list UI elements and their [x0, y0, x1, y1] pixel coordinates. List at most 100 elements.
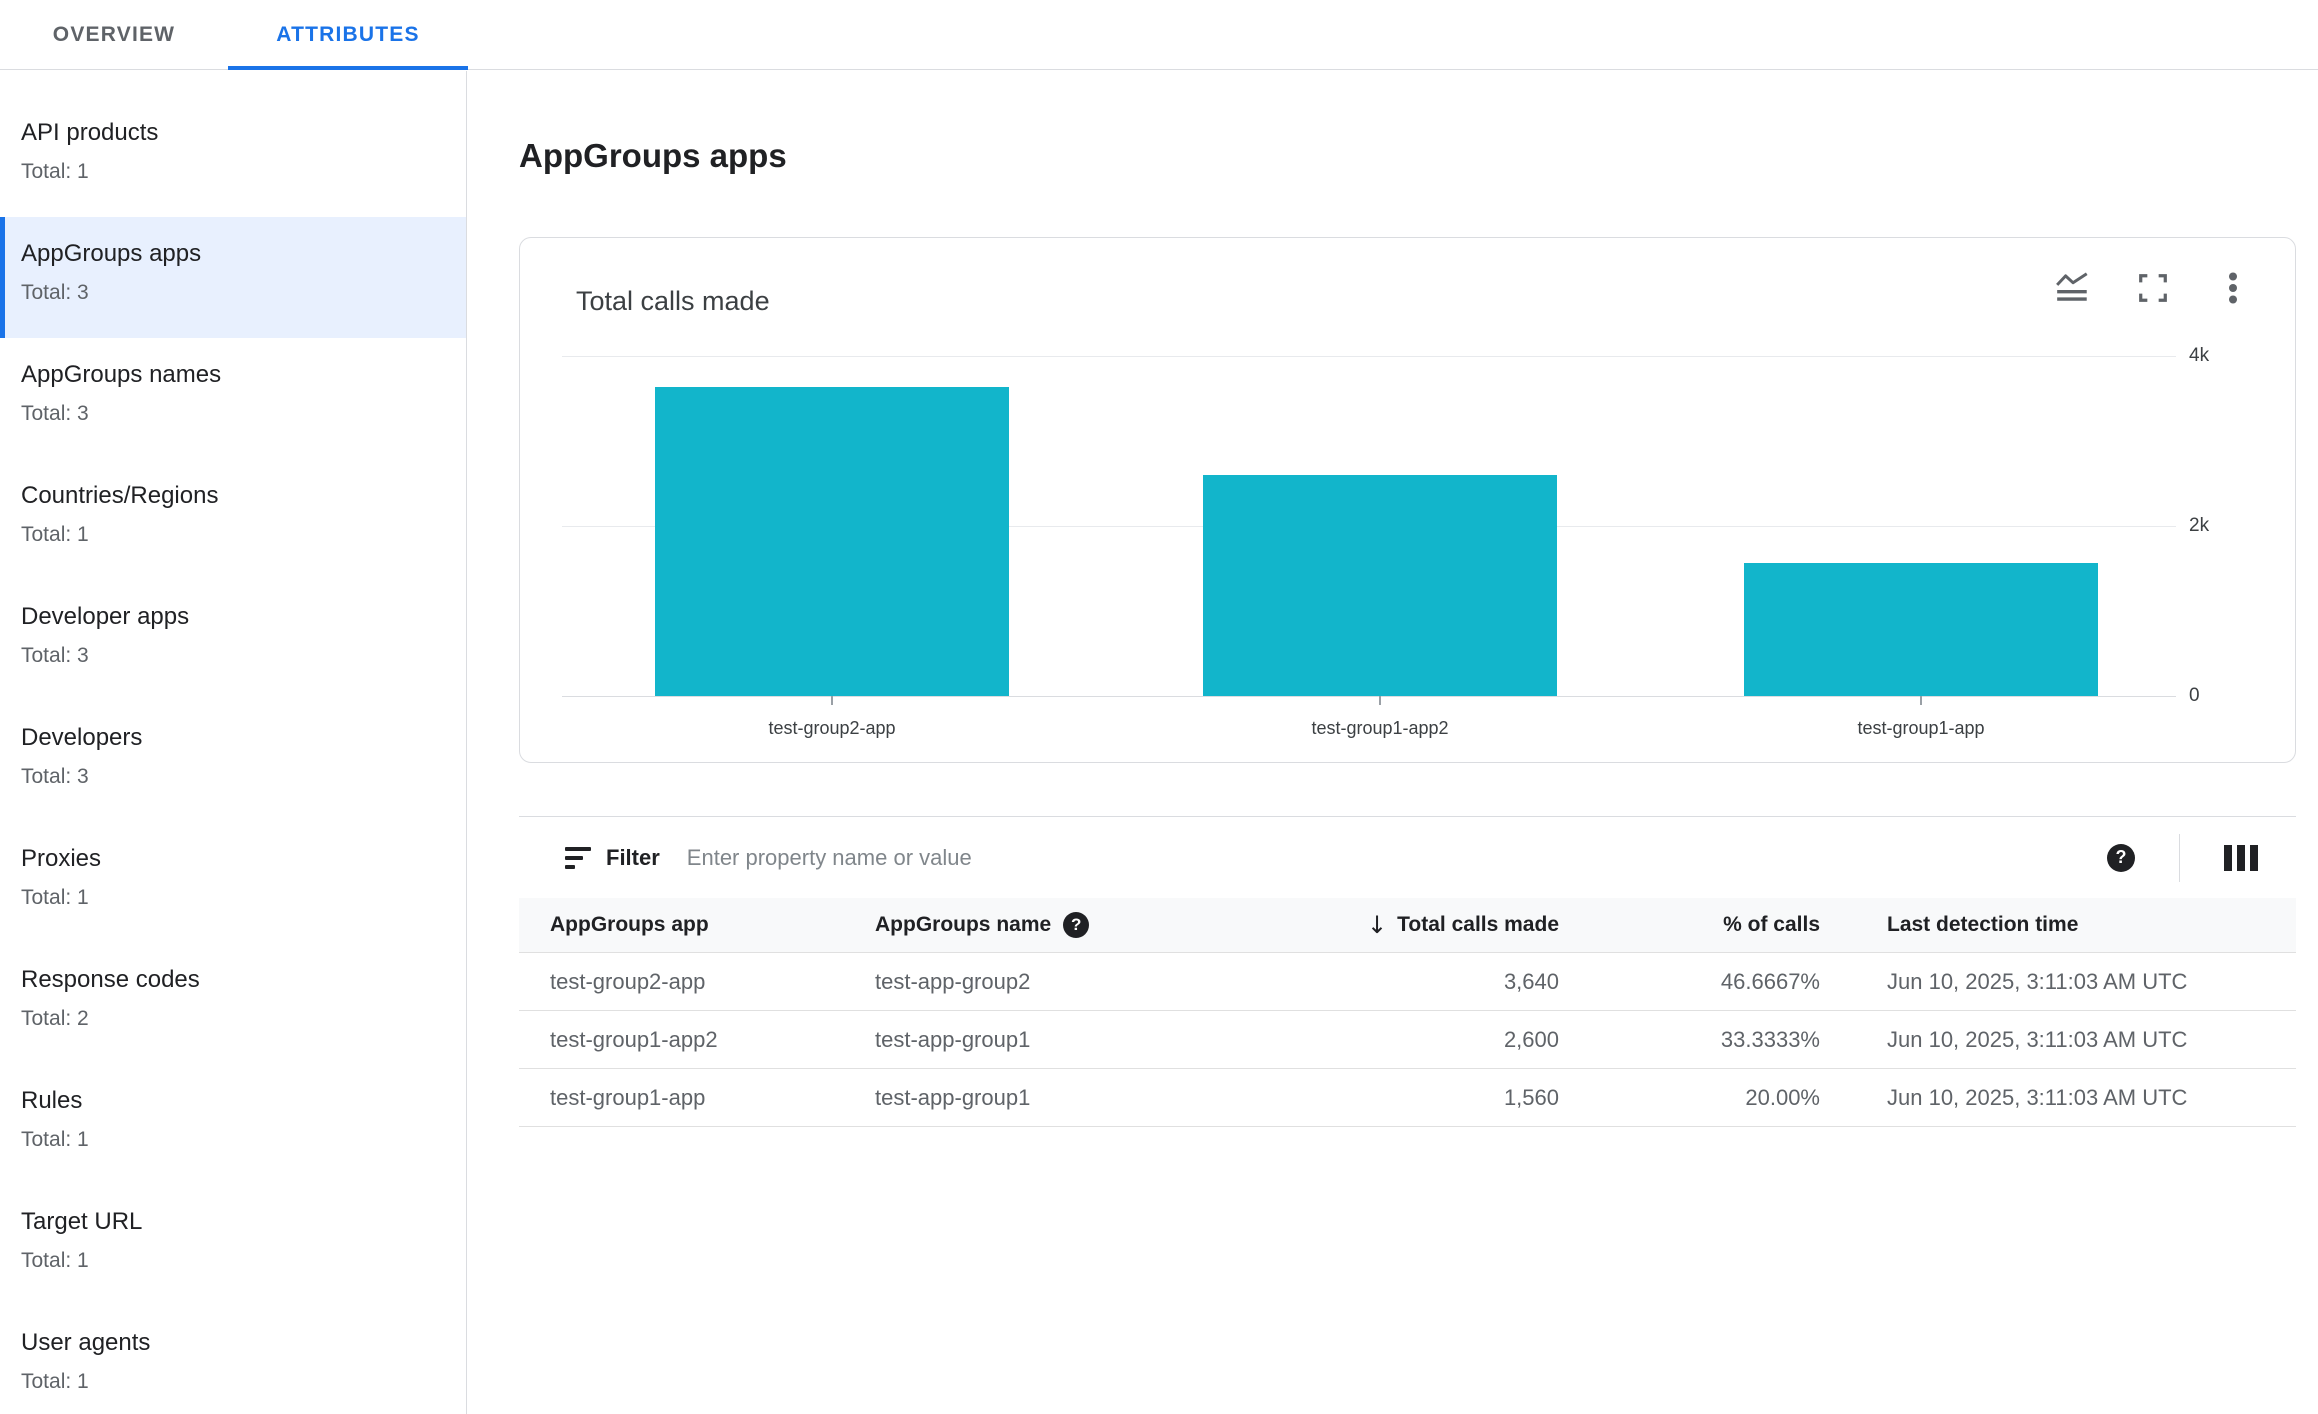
- sidebar-item-total: Total: 2: [21, 1007, 89, 1030]
- y-axis-label-0: 0: [2189, 685, 2200, 706]
- main-content: AppGroups apps Total calls made: [468, 71, 2318, 1414]
- chart-bar-test-group1-app2[interactable]: [1203, 475, 1557, 696]
- area-chart-glyph: [2056, 272, 2088, 301]
- sidebar-item-label: Developer apps: [21, 603, 190, 630]
- x-axis-tick: [831, 696, 833, 705]
- col-header-appgroups-name[interactable]: AppGroups name ?: [875, 912, 1337, 938]
- cell-last-detection-time: Jun 10, 2025, 3:11:03 AM UTC: [1887, 1026, 2188, 1052]
- sidebar-item-total: Total: 1: [21, 160, 89, 183]
- sidebar-item-total: Total: 1: [21, 886, 89, 909]
- sidebar-item-rules[interactable]: Rules Total: 1: [0, 1064, 466, 1185]
- sidebar-item-developer-apps[interactable]: Developer apps Total: 3: [0, 580, 466, 701]
- sidebar-item-appgroups-names[interactable]: AppGroups names Total: 3: [0, 338, 466, 459]
- col-header-appgroups-name-label: AppGroups name: [875, 913, 1052, 936]
- sidebar-item-countries-regions[interactable]: Countries/Regions Total: 1: [0, 459, 466, 580]
- cell-appgroups-app: test-group2-app: [550, 968, 706, 994]
- table-row-test-group2-app[interactable]: test-group2-app test-app-group2 3,640 46.66…: [519, 953, 2296, 1011]
- sidebar-item-label: Proxies: [21, 845, 102, 872]
- sidebar-item-total: Total: 1: [21, 1370, 89, 1393]
- table-header-row: AppGroups app AppGroups name ? ↓ Total c…: [519, 898, 2296, 953]
- sidebar-item-response-codes[interactable]: Response codes Total: 2: [0, 943, 466, 1064]
- sidebar-item-user-agents[interactable]: User agents Total: 1: [0, 1306, 466, 1414]
- x-axis-tick: [1379, 696, 1381, 705]
- sidebar-item-total: Total: 3: [21, 281, 89, 304]
- x-axis-label-test-group1-app: test-group1-app: [1857, 718, 1985, 738]
- chart-title: Total calls made: [576, 286, 770, 316]
- x-axis-tick: [1920, 696, 1922, 705]
- cell-appgroups-name: test-app-group2: [875, 968, 1031, 994]
- cell-appgroups-name: test-app-group1: [875, 1026, 1031, 1052]
- sort-desc-arrow-icon[interactable]: ↓: [1367, 911, 1388, 939]
- bar-chart: 4k 2k 0 test-group2-app test-group1-app2 test…: [520, 238, 2295, 762]
- fullscreen-glyph: [2139, 274, 2167, 302]
- cell-pct-of-calls: 20.00%: [1745, 1084, 1820, 1110]
- cell-total-calls: 1,560: [1503, 1084, 1559, 1110]
- cell-last-detection-time: Jun 10, 2025, 3:11:03 AM UTC: [1887, 968, 2188, 994]
- filter-bar: Filter ?: [519, 816, 2296, 898]
- sidebar-item-proxies[interactable]: Proxies Total: 1: [0, 822, 466, 943]
- sidebar-item-label: AppGroups apps: [21, 240, 202, 267]
- sidebar-item-total: Total: 3: [21, 402, 89, 425]
- sidebar-item-total: Total: 1: [21, 1128, 89, 1151]
- chart-card: Total calls made: [519, 237, 2296, 763]
- attributes-table: AppGroups app AppGroups name ? ↓ Total c…: [519, 898, 2296, 1127]
- cell-appgroups-name: test-app-group1: [875, 1084, 1031, 1110]
- sidebar-item-total: Total: 3: [21, 765, 89, 788]
- appgroups-name-help-icon[interactable]: ?: [1063, 912, 1090, 938]
- tab-bar: OVERVIEW ATTRIBUTES: [0, 0, 2318, 70]
- y-axis-label-2k: 2k: [2189, 515, 2210, 536]
- column-settings-icon[interactable]: [2224, 844, 2258, 871]
- chart-bar-test-group2-app[interactable]: [655, 386, 1009, 696]
- sidebar-item-target-url[interactable]: Target URL Total: 1: [0, 1185, 466, 1306]
- attributes-sidebar: API products Total: 1 AppGroups apps Total:…: [0, 71, 467, 1414]
- cell-pct-of-calls: 46.6667%: [1720, 968, 1820, 994]
- page-title: AppGroups apps: [519, 137, 787, 174]
- gridline-4k: [562, 356, 2176, 357]
- cell-appgroups-app: test-group1-app: [550, 1084, 706, 1110]
- tab-attributes[interactable]: ATTRIBUTES: [228, 0, 468, 70]
- gridline-0: [562, 696, 2176, 697]
- sidebar-item-label: Rules: [21, 1087, 83, 1114]
- sidebar-item-appgroups-apps[interactable]: AppGroups apps Total: 3: [0, 217, 466, 338]
- filter-icon: [565, 846, 593, 869]
- col-header-last-detection-time[interactable]: Last detection time: [1887, 913, 2079, 936]
- col-header-pct-of-calls[interactable]: % of calls: [1723, 913, 1820, 936]
- cell-last-detection-time: Jun 10, 2025, 3:11:03 AM UTC: [1887, 1084, 2188, 1110]
- filter-divider: [2179, 833, 2180, 882]
- sidebar-item-total: Total: 1: [21, 523, 89, 546]
- fullscreen-icon[interactable]: [2131, 266, 2175, 310]
- sidebar-item-total: Total: 3: [21, 644, 89, 667]
- sidebar-item-label: API products: [21, 119, 159, 146]
- filter-input[interactable]: [686, 844, 2107, 871]
- sidebar-item-label: Countries/Regions: [21, 482, 219, 509]
- more-vert-icon[interactable]: [2211, 266, 2255, 310]
- table-row-test-group1-app[interactable]: test-group1-app test-app-group1 1,560 20.00…: [519, 1069, 2296, 1127]
- cell-appgroups-app: test-group1-app2: [550, 1026, 718, 1052]
- more-vert-glyph: [2229, 272, 2237, 304]
- filter-help-icon[interactable]: ?: [2107, 843, 2135, 872]
- x-axis-label-test-group1-app2: test-group1-app2: [1311, 718, 1449, 738]
- area-chart-icon[interactable]: [2051, 266, 2095, 310]
- sidebar-item-label: Target URL: [21, 1208, 143, 1235]
- chart-bar-test-group1-app[interactable]: [1744, 563, 2098, 696]
- sidebar-item-total: Total: 1: [21, 1249, 89, 1272]
- col-header-total-calls-label: Total calls made: [1397, 913, 1559, 936]
- table-row-test-group1-app2[interactable]: test-group1-app2 test-app-group1 2,600 33.3…: [519, 1011, 2296, 1069]
- x-axis-label-test-group2-app: test-group2-app: [768, 718, 896, 738]
- cell-total-calls: 3,640: [1503, 968, 1559, 994]
- cell-total-calls: 2,600: [1503, 1026, 1559, 1052]
- filter-label: Filter: [606, 844, 660, 870]
- sidebar-item-label: Response codes: [21, 966, 200, 993]
- chart-actions: [2051, 266, 2255, 310]
- table-body: test-group2-app test-app-group2 3,640 46.66…: [519, 953, 2296, 1127]
- sidebar-item-label: AppGroups names: [21, 361, 222, 388]
- y-axis-label-4k: 4k: [2189, 345, 2210, 366]
- col-header-total-calls[interactable]: ↓ Total calls made: [1337, 911, 1559, 939]
- sidebar-item-label: User agents: [21, 1329, 151, 1356]
- sidebar-item-developers[interactable]: Developers Total: 3: [0, 701, 466, 822]
- col-header-appgroups-app[interactable]: AppGroups app: [550, 913, 709, 936]
- sidebar-item-api-products[interactable]: API products Total: 1: [0, 96, 466, 217]
- tab-overview[interactable]: OVERVIEW: [52, 22, 176, 46]
- sidebar-item-label: Developers: [21, 724, 143, 751]
- cell-pct-of-calls: 33.3333%: [1720, 1026, 1820, 1052]
